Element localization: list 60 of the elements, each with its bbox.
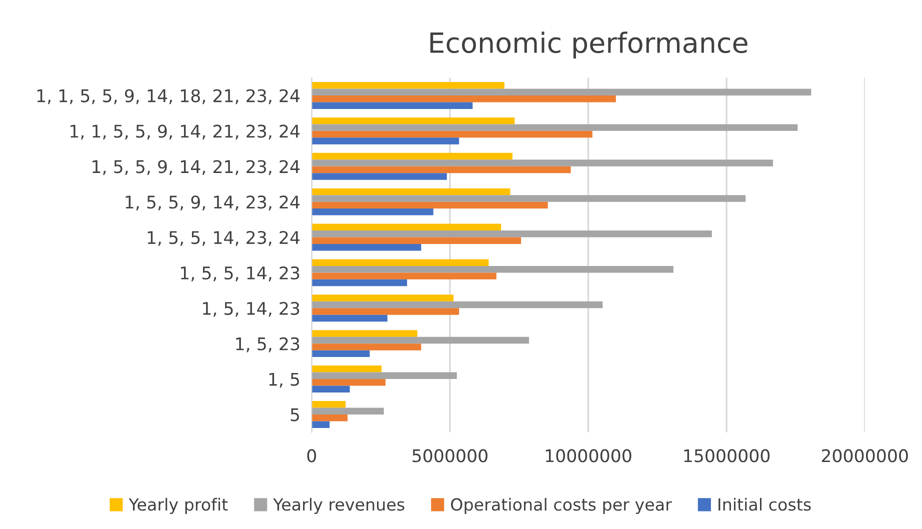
bar	[312, 224, 502, 231]
y-tick-label: 1, 5, 5, 14, 23	[180, 266, 300, 282]
legend-label: Operational costs per year	[451, 498, 672, 514]
bar	[312, 259, 489, 266]
x-tick-label: 20000000	[822, 449, 908, 462]
x-tick-label: 10000000	[546, 449, 632, 462]
bar	[312, 336, 530, 344]
bar	[312, 117, 515, 124]
bar	[312, 279, 408, 286]
chart-title: Economic performance	[430, 32, 748, 59]
bar	[312, 314, 388, 322]
bar	[312, 237, 522, 244]
bar	[312, 386, 350, 392]
bar	[312, 344, 422, 350]
bar	[312, 330, 418, 337]
y-tick-label: 5	[290, 408, 300, 422]
x-tick-label: 5000000	[412, 449, 488, 462]
bar	[312, 188, 510, 196]
bar	[312, 350, 370, 358]
y-tick-label: 1, 5, 23	[236, 337, 300, 352]
bar	[312, 421, 330, 428]
bar	[312, 230, 712, 238]
bar	[312, 166, 571, 174]
y-tick-label: 1, 5	[269, 372, 300, 388]
y-tick-label: 1, 1, 5, 5, 9, 14, 18, 21, 23, 24	[37, 89, 300, 104]
bar	[312, 301, 603, 308]
bar	[312, 102, 473, 109]
bar	[312, 244, 422, 251]
bar	[312, 160, 774, 166]
bar	[312, 372, 457, 380]
bar	[312, 173, 447, 180]
bar	[312, 130, 592, 138]
y-tick-label: 1, 5, 5, 9, 14, 21, 23, 24	[92, 160, 300, 175]
x-tick-label: 0	[307, 449, 316, 462]
bar	[312, 272, 496, 280]
bar	[312, 202, 548, 209]
bar	[312, 95, 616, 102]
bar	[312, 366, 382, 372]
y-tick-label: 1, 1, 5, 5, 9, 14, 21, 23, 24	[70, 124, 300, 140]
bar	[312, 414, 348, 422]
bar	[312, 124, 798, 131]
x-tick-label: 15000000	[684, 449, 770, 462]
bar	[312, 408, 384, 414]
bar	[312, 195, 746, 202]
bar	[312, 379, 386, 386]
bar	[312, 152, 512, 160]
legend-label: Yearly profit	[128, 498, 228, 514]
bar	[312, 401, 346, 408]
bar	[312, 266, 674, 273]
y-tick-label: 1, 5, 5, 14, 23, 24	[148, 230, 300, 246]
legend-label: Initial costs	[718, 498, 811, 511]
bar	[312, 82, 504, 89]
y-tick-label: 1, 5, 5, 9, 14, 23, 24	[126, 196, 300, 210]
bar	[312, 294, 454, 302]
legend-label: Yearly revenues	[273, 498, 404, 514]
bar	[312, 208, 434, 216]
bar	[312, 138, 460, 144]
y-tick-label: 1, 5, 14, 23	[203, 302, 300, 317]
bar	[312, 308, 460, 315]
bar	[312, 88, 812, 96]
